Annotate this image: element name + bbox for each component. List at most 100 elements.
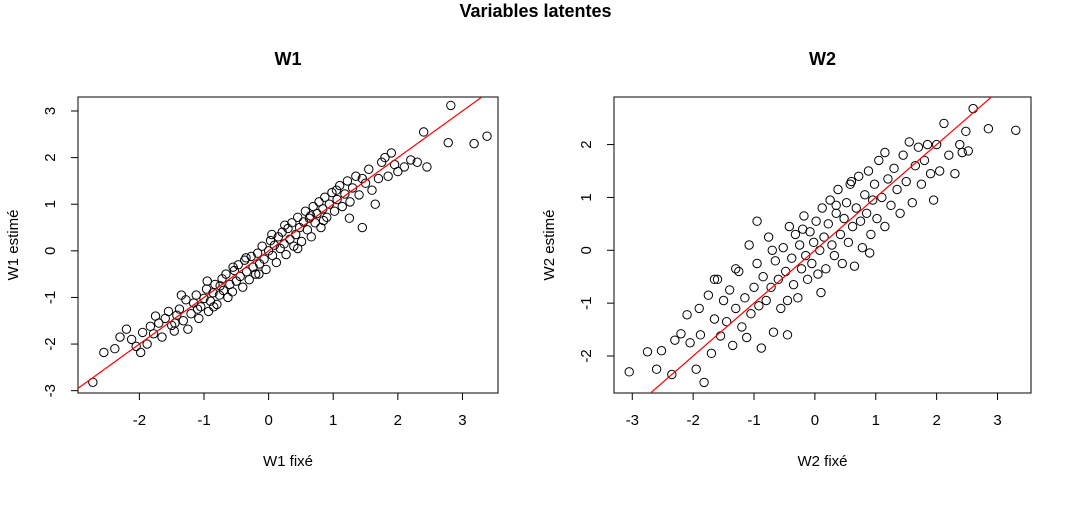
data-point	[223, 292, 233, 303]
data-point	[215, 281, 225, 291]
data-point	[880, 221, 890, 232]
y-tick-label: -1	[42, 291, 59, 304]
x-tick-label: 1	[872, 412, 880, 429]
data-point	[406, 155, 416, 165]
x-tick-label: -2	[133, 412, 146, 429]
panel-title: W1	[275, 49, 302, 69]
data-point	[880, 147, 890, 158]
data-point	[815, 245, 825, 255]
data-point	[135, 347, 146, 358]
data-point	[393, 166, 403, 177]
data-point	[709, 314, 720, 324]
data-point	[267, 229, 277, 240]
data-point	[370, 199, 380, 209]
data-point	[327, 187, 337, 198]
reference-line	[649, 97, 993, 393]
data-point	[734, 266, 744, 277]
data-point	[296, 236, 307, 247]
y-tick-label: 2	[42, 153, 59, 161]
y-tick-label: 2	[578, 140, 595, 148]
data-point	[310, 218, 320, 228]
data-point	[157, 332, 167, 342]
data-point	[706, 348, 717, 359]
data-point	[443, 137, 453, 148]
data-point	[892, 184, 902, 195]
data-point	[469, 138, 479, 149]
data-point	[811, 216, 821, 226]
data-point	[766, 282, 776, 292]
data-point	[318, 215, 329, 226]
data-point	[259, 254, 269, 264]
data-point	[718, 295, 729, 306]
data-point	[383, 171, 393, 181]
data-point	[961, 126, 971, 137]
data-point	[913, 142, 924, 152]
data-point	[968, 103, 978, 114]
data-point	[199, 293, 209, 304]
data-point	[308, 201, 318, 212]
y-tick-label: -2	[42, 337, 59, 350]
data-point	[221, 269, 231, 279]
data-point	[142, 339, 152, 349]
data-point	[399, 162, 410, 172]
data-point	[784, 221, 795, 232]
data-point	[846, 176, 857, 187]
y-tick-label: 1	[578, 193, 595, 201]
x-tick-label: 2	[932, 412, 940, 429]
data-point	[131, 341, 141, 352]
data-point	[178, 316, 189, 326]
y-tick-label: 0	[578, 246, 595, 254]
data-point	[412, 157, 422, 167]
data-point	[843, 237, 854, 248]
data-point	[670, 335, 680, 345]
data-point	[866, 229, 876, 240]
data-point	[919, 155, 930, 166]
scatter-panel-w2: W2 -3 -2 -1 0 1 2 3 -2 -1 0 1 2 W2 fixé W2 estimé	[541, 49, 1032, 470]
data-point	[685, 338, 695, 348]
scatter-panel-w1: W1 -2 -1 0 1 2 3 -3 -2 -1 0 1 2 3 W1 fixé W1 estimé	[5, 49, 499, 470]
data-point	[861, 208, 872, 218]
data-point	[721, 316, 732, 327]
data-point	[833, 184, 843, 195]
data-point	[901, 176, 911, 187]
data-point	[691, 364, 701, 374]
data-point	[281, 249, 291, 260]
data-point	[724, 285, 735, 295]
data-point	[910, 161, 921, 171]
data-point	[799, 211, 809, 221]
reference-line	[78, 97, 483, 389]
data-point	[922, 139, 933, 150]
data-point	[837, 258, 847, 269]
data-point	[776, 303, 786, 314]
data-point	[201, 284, 212, 294]
data-point	[788, 279, 799, 290]
data-point	[386, 148, 397, 158]
x-tick-label: 3	[458, 412, 466, 429]
data-point	[254, 269, 264, 279]
data-point	[422, 162, 432, 172]
data-point	[203, 306, 214, 317]
y-tick-label: 3	[42, 107, 59, 115]
data-point	[376, 157, 387, 167]
x-tick-label: -3	[626, 412, 639, 429]
data-point	[150, 311, 161, 321]
x-tick-label: -1	[197, 412, 210, 429]
data-point	[886, 200, 896, 211]
data-point	[331, 185, 342, 195]
data-point	[944, 150, 954, 160]
data-point	[895, 208, 905, 218]
data-point	[740, 293, 750, 303]
plot-frame	[613, 96, 1032, 394]
data-point	[756, 343, 767, 353]
data-point	[868, 195, 878, 205]
data-point	[983, 124, 994, 134]
data-point	[883, 174, 893, 184]
data-point	[813, 269, 823, 279]
data-point	[332, 194, 342, 205]
data-point	[841, 198, 852, 208]
data-point	[244, 275, 254, 285]
data-point	[380, 152, 390, 163]
data-point	[872, 213, 882, 224]
y-tick-label: -1	[578, 296, 595, 309]
